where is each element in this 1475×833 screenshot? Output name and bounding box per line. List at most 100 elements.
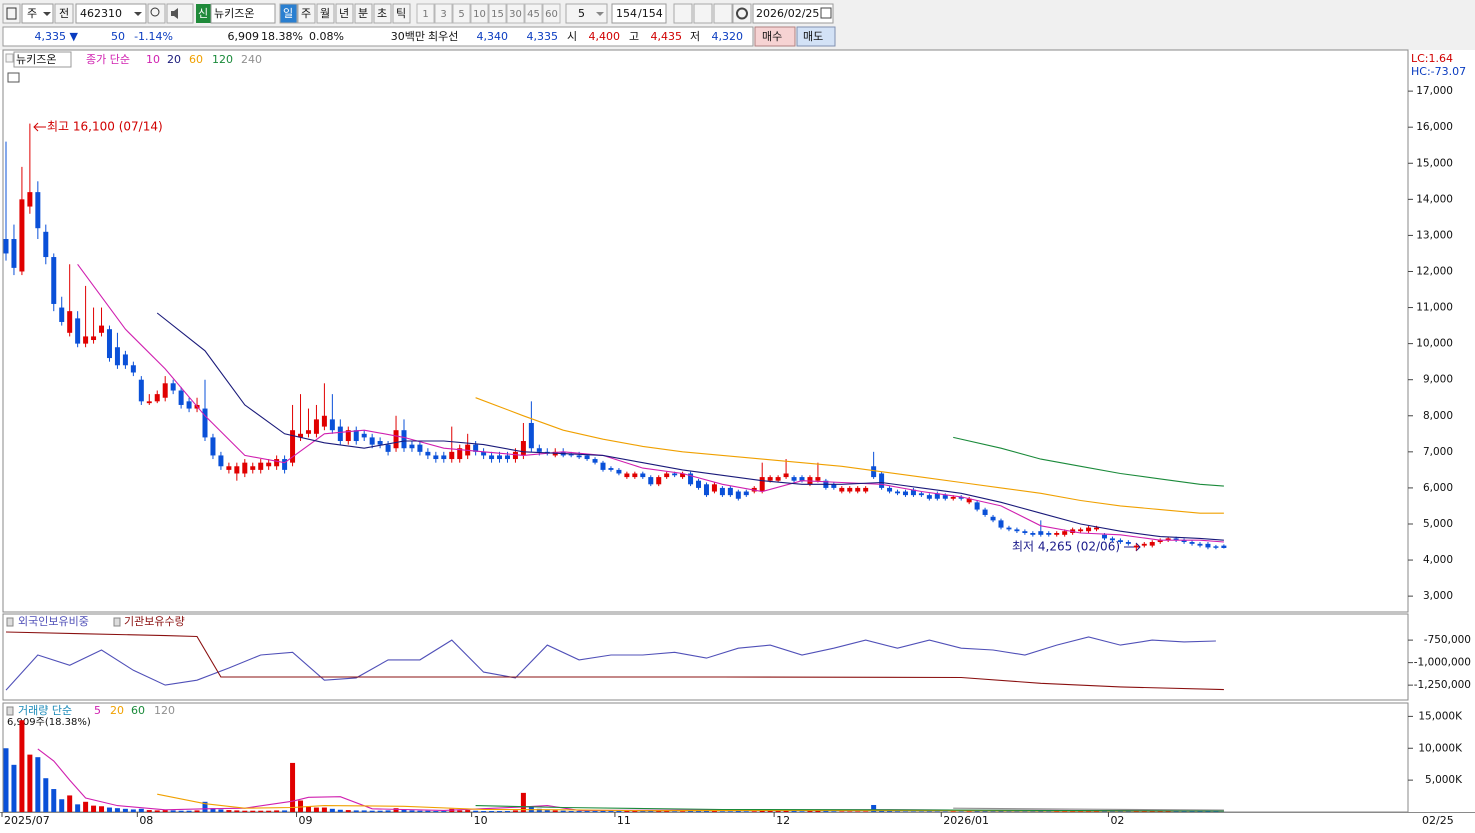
y-tick-label: 12,000 [1416,265,1453,277]
volume-bar [321,807,327,812]
count-box[interactable] [611,3,667,24]
interval-button[interactable] [452,3,471,24]
sound-button[interactable] [166,3,194,24]
speaker-icon [171,8,178,19]
y-tick-label: -750,000 [1424,634,1471,646]
legend-label: 거래량 단순 [18,704,72,717]
interval-button[interactable] [416,3,435,24]
candle-body [1030,533,1036,535]
volume-bar [1062,811,1068,812]
prefix-button[interactable] [54,3,74,24]
candle-body [449,451,455,460]
candle-body [497,455,503,460]
code-input[interactable] [75,3,147,24]
interval-button[interactable] [470,3,489,24]
interval-button[interactable] [524,3,543,24]
candle-body [918,493,924,496]
candle-body [1173,538,1179,541]
settings-button[interactable] [732,3,752,24]
volume-bar [648,810,654,812]
y-tick-label: 17,000 [1416,85,1453,97]
volume-bar [162,810,168,812]
interval-button[interactable] [506,3,525,24]
candle-body [1189,542,1195,544]
market-select[interactable] [21,3,54,24]
volume-bar [688,810,694,812]
candle-body [489,455,495,460]
candle-body [1101,534,1107,539]
volume-bar [863,811,869,812]
x-tick-label: 2026/01 [943,814,989,827]
interval-button[interactable] [434,3,453,24]
candle-body [1125,542,1131,544]
y-tick-label: 8,000 [1423,410,1453,422]
y-tick-label: 14,000 [1416,193,1453,205]
dropdown-arrow [596,12,604,16]
volume-bar [369,810,375,812]
volume-bar [27,754,33,812]
period-button[interactable] [279,3,298,24]
candle-body [154,394,160,402]
holding-panel [2,613,1409,701]
candle-body [719,487,725,496]
candle-body [600,462,606,470]
candle-body [982,509,988,515]
candle-body [966,498,972,503]
candle-body [1054,533,1060,535]
prefix: 전 [59,7,69,20]
volume-bar [441,811,447,812]
candle-body [799,477,805,481]
interval-button[interactable] [542,3,561,24]
save-button[interactable] [713,3,733,24]
volume-bar [337,809,343,812]
candle-body [138,379,144,402]
candle-body [210,437,216,456]
date-box[interactable] [752,3,834,24]
period-button[interactable] [354,3,373,24]
name-box[interactable] [210,3,276,24]
candle-body [329,419,335,431]
candle-body [902,491,908,496]
candle-body [767,477,773,481]
candle-body [178,390,184,405]
period-button[interactable] [297,3,316,24]
candle-body [305,430,311,434]
interval-select[interactable] [565,3,608,24]
interval-button[interactable] [488,3,507,24]
candle-body [226,466,232,470]
volume-bar [11,764,17,812]
candle-body [274,459,280,467]
volume-bar [696,811,702,812]
period-button[interactable] [392,3,411,24]
period-button[interactable] [316,3,335,24]
volume-bar [250,810,256,812]
candle-body [1022,531,1028,534]
ask: 4,340 [477,30,509,43]
candle-body [1141,543,1147,546]
layout-button[interactable] [2,3,21,24]
search-button[interactable] [147,3,166,24]
candle-body [51,257,57,304]
candle-body [162,383,168,398]
gear-icon [736,7,748,20]
low: 4,320 [712,30,744,43]
series-line [5,631,1224,691]
tool-button[interactable] [673,3,693,24]
sell-button[interactable] [796,26,836,47]
volume-bar [345,810,351,812]
buy-button[interactable] [754,26,796,47]
candle-body [1157,540,1163,543]
candle-body [27,192,33,207]
y-tick-label: 11,000 [1416,302,1453,314]
legend-entry: 20 [110,704,124,717]
tool-button[interactable] [693,3,713,24]
period-button[interactable] [335,3,354,24]
volume-bar [918,811,924,812]
volume-bar [1173,811,1179,812]
change: 50 [111,30,125,43]
candle-body [1038,531,1044,535]
y-tick-label: 4,000 [1423,554,1453,566]
volume-bar [847,811,853,812]
volume-bar [178,810,184,812]
period-button[interactable] [373,3,392,24]
